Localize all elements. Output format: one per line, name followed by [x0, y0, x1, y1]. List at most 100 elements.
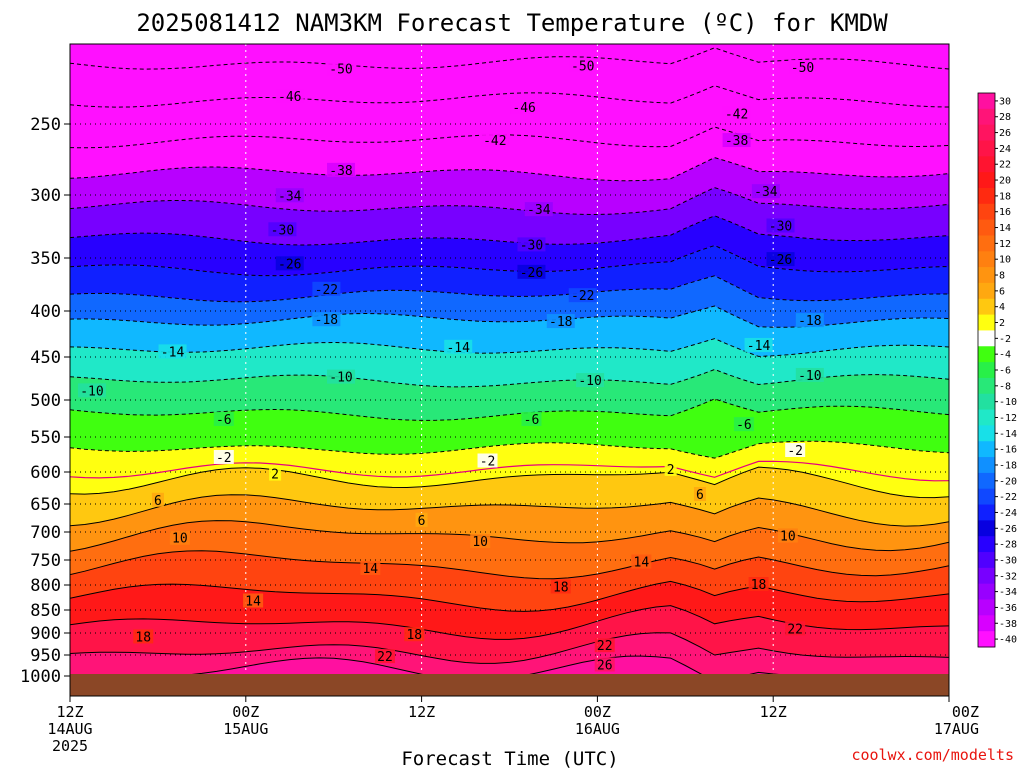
contour-label: -30 [520, 238, 543, 253]
y-tick-label: 450 [30, 348, 61, 368]
colorbar-tick-label: 24 [999, 144, 1011, 155]
colorbar-tick-label: -38 [999, 619, 1017, 630]
y-tick-label: 550 [30, 428, 61, 448]
colorbar-cell [978, 251, 995, 268]
colorbar-cell [978, 219, 995, 236]
contour-label-bg [374, 649, 395, 664]
y-axis: 250 300 350 400 450 500 550 600 650 700 750 800 850 9… [20, 115, 70, 687]
contour-label: -42 [483, 134, 506, 149]
colorbar-tick-label: 28 [999, 112, 1011, 123]
colorbar-cell [978, 536, 995, 553]
band--4 [70, 398, 949, 459]
contour-label-bg [788, 60, 817, 74]
ground-layer [70, 674, 949, 696]
x-tick-label: 00Z [232, 703, 259, 721]
colorbar-cell [978, 552, 995, 569]
contour-label-bg [151, 492, 164, 507]
contour-label-bg [795, 313, 824, 328]
contour-label-bg [722, 133, 751, 148]
x-axis-label: Forecast Time (UTC) [401, 748, 618, 768]
contour-label-bg [521, 411, 542, 426]
contour-label-bg [268, 222, 297, 237]
colorbar-tick-label: -28 [999, 540, 1017, 551]
colorbar-cell [978, 615, 995, 632]
y-tick-label: 500 [30, 391, 61, 411]
colorbar-cell [978, 108, 995, 126]
colorbar-cell [978, 172, 995, 189]
colorbar-tick-label: 16 [999, 207, 1011, 218]
contour-label-bg [480, 133, 509, 148]
chart-title: 2025081412 NAM3KM Forecast Temperature (… [136, 9, 888, 37]
colorbar-tick-label: 10 [999, 255, 1011, 266]
contour-label: -6 [736, 418, 752, 433]
contour-label-bg [213, 450, 234, 464]
colorbar-cell [978, 140, 995, 157]
contour-label-bg [785, 443, 806, 457]
contour-label-bg [243, 593, 264, 608]
contour-label: -18 [798, 314, 821, 329]
colorbar-tick-label: 14 [999, 223, 1011, 234]
contour-label-bg [546, 314, 575, 329]
contour-label: 6 [418, 514, 426, 529]
contour-label: -14 [446, 341, 470, 356]
contour-label: -10 [329, 371, 352, 386]
contour-label: -6 [524, 413, 540, 428]
contour-label: -18 [315, 313, 338, 328]
contour-label-bg [327, 162, 356, 177]
colorbar-cell [978, 599, 995, 616]
colorbar-tick-label: 2 [999, 318, 1005, 329]
colorbar-tick-label: -32 [999, 571, 1017, 582]
band-0 [70, 441, 949, 498]
colorbar-legend: 30 28 26 24 22 20 18 16 14 12 10 8 6 4 2 -2 -4 -6 -8 -10 -12… [977, 92, 1017, 648]
isotherm--30 [70, 215, 949, 246]
contour-label-bg [360, 561, 381, 575]
colorbar-tick-label: -26 [999, 524, 1017, 535]
colorbar-tick-label: -6 [999, 366, 1011, 377]
y-tick-label: 1000 [20, 667, 61, 687]
colorbar-tick-label: -14 [999, 429, 1017, 440]
band-16 [70, 550, 949, 612]
contour-label-bg [550, 579, 571, 594]
contour-label: -10 [798, 369, 821, 384]
contour-label: -22 [315, 283, 338, 298]
colorbar-tick-label: -12 [999, 413, 1017, 424]
colorbar-cell [978, 346, 995, 363]
contour-label: -38 [725, 134, 748, 149]
band--20 [70, 275, 949, 328]
contour-label-bg [576, 373, 605, 388]
colorbar-tick-label: -8 [999, 381, 1011, 392]
colorbar-tick-label: -10 [999, 397, 1017, 408]
y-tick-label: 850 [30, 601, 61, 621]
colorbar-tick-label: 18 [999, 191, 1011, 202]
colorbar-tick-label: -4 [999, 350, 1011, 361]
contour-label-bg [275, 88, 304, 103]
contour-label-bg [795, 367, 824, 382]
contour-label-bg [327, 369, 356, 384]
contour-label-bg [748, 577, 769, 591]
band--8 [70, 369, 949, 421]
y-tick-label: 800 [30, 576, 61, 596]
colorbar-cell [978, 124, 995, 141]
band-12 [70, 520, 949, 579]
contour-label: -30 [769, 220, 792, 235]
y-tick-label: 350 [30, 249, 61, 269]
contour-label: -34 [527, 203, 551, 218]
colorbar-tick-label: 6 [999, 286, 1005, 297]
contour-label-bg [312, 312, 341, 327]
band-8 [70, 494, 949, 552]
colorbar-cell [978, 393, 995, 411]
band-28 [70, 632, 949, 682]
contour-label-bg [133, 629, 154, 644]
x-tick-label: 00Z [952, 703, 979, 721]
contour-label-bg [517, 264, 546, 279]
contour-label: -50 [791, 61, 814, 76]
contour-label: 2 [667, 463, 675, 478]
contour-label-bg [751, 184, 780, 199]
y-tick-label: 650 [30, 495, 61, 515]
contour-label: -26 [769, 253, 792, 268]
band-24 [70, 605, 949, 664]
contour-label: 14 [634, 556, 650, 571]
colorbar-cell [978, 504, 995, 521]
contour-label: 14 [362, 562, 378, 577]
colorbar-cell [978, 362, 995, 379]
